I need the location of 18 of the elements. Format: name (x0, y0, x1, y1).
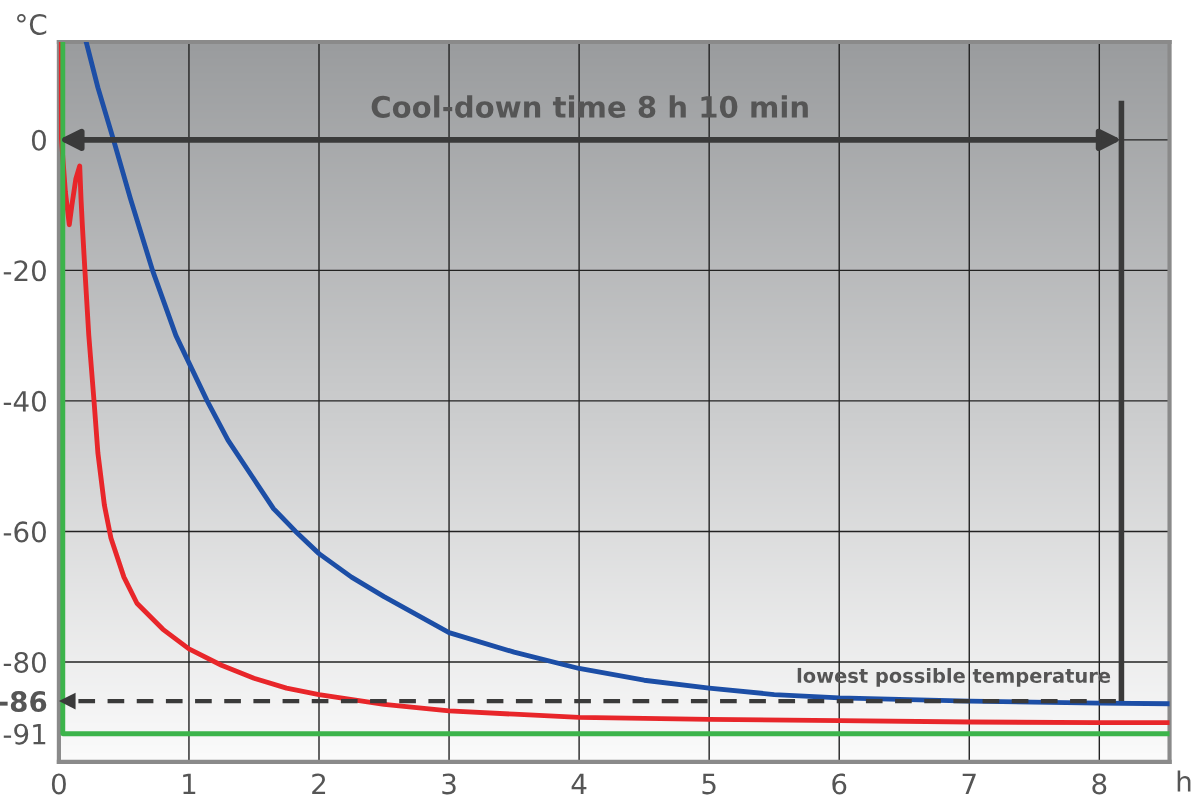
x-tick-label: 3 (442, 773, 456, 795)
x-tick-label: 6 (832, 773, 847, 795)
y-tick-label: -86 (0, 691, 47, 713)
y-tick-label: -60 (3, 521, 46, 543)
y-axis-title: °C (17, 13, 47, 35)
y-tick-label: -91 (3, 723, 46, 745)
y-tick-label: -40 (3, 390, 46, 412)
x-tick-label: 5 (702, 773, 716, 795)
x-tick-label: 2 (312, 773, 326, 795)
y-tick-label: 0 (31, 129, 46, 151)
x-axis-title: h (1177, 770, 1191, 792)
y-tick-label: -20 (3, 260, 46, 282)
x-tick-label: 0 (51, 773, 66, 795)
x-tick-label: 8 (1092, 773, 1107, 795)
x-tick-label: 1 (183, 773, 196, 795)
x-tick-label: 4 (571, 773, 587, 795)
y-tick-label: -80 (3, 651, 46, 673)
x-tick-label: 7 (962, 773, 976, 795)
